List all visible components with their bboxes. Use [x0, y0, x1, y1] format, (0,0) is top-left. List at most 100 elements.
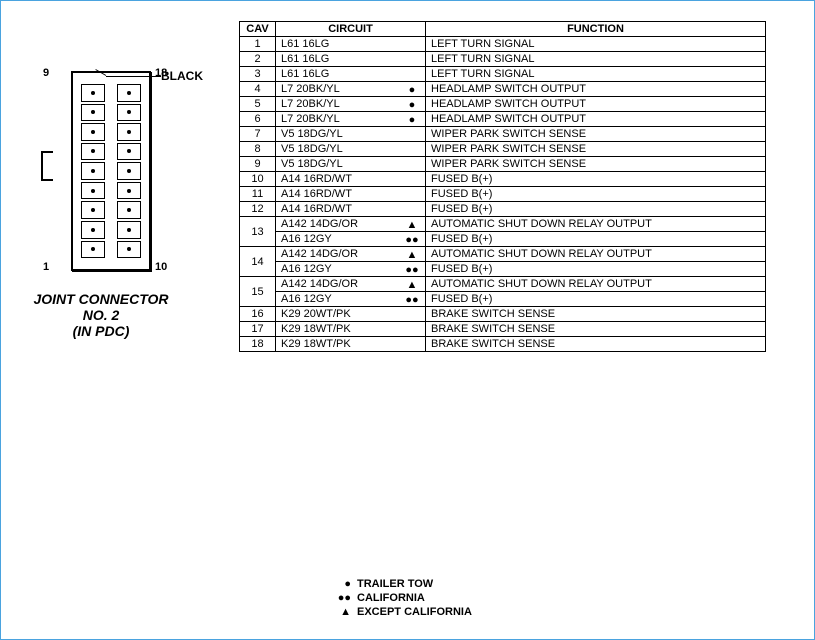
legend-label: EXCEPT CALIFORNIA [357, 605, 472, 619]
pin-cavity [81, 182, 105, 200]
table-row: 12A14 16RD/WTFUSED B(+) [240, 202, 766, 217]
table-row: 8V5 18DG/YLWIPER PARK SWITCH SENSE [240, 142, 766, 157]
connector-outline [71, 71, 151, 271]
table-row: 11A14 16RD/WTFUSED B(+) [240, 187, 766, 202]
cell-cav: 14 [240, 247, 276, 277]
cell-cav: 11 [240, 187, 276, 202]
pin-cavity [81, 221, 105, 239]
cell-cav: 10 [240, 172, 276, 187]
cell-circuit: A14 16RD/WT [276, 202, 426, 217]
pin-label-bottom-right: 10 [155, 261, 167, 273]
table-row: A16 12GY●●FUSED B(+) [240, 262, 766, 277]
cell-cav: 16 [240, 307, 276, 322]
pin-cavity [117, 104, 141, 122]
cell-function: BRAKE SWITCH SENSE [426, 322, 766, 337]
connector-title-line2: NO. 2 [11, 307, 191, 323]
symbol-icon: ▲ [403, 249, 421, 261]
cell-function: LEFT TURN SIGNAL [426, 37, 766, 52]
table-row: 16K29 20WT/PKBRAKE SWITCH SENSE [240, 307, 766, 322]
pin-cavity [81, 123, 105, 141]
legend-item: ●●CALIFORNIA [331, 591, 472, 605]
cell-function: FUSED B(+) [426, 172, 766, 187]
pin-cavity [81, 84, 105, 102]
symbol-icon: ●● [403, 294, 421, 306]
connector-title: JOINT CONNECTOR NO. 2 (IN PDC) [11, 291, 191, 339]
cell-function: HEADLAMP SWITCH OUTPUT [426, 112, 766, 127]
legend-label: TRAILER TOW [357, 577, 433, 591]
cell-circuit: A142 14DG/OR▲ [276, 247, 426, 262]
cell-circuit: A16 12GY●● [276, 262, 426, 277]
cell-cav: 4 [240, 82, 276, 97]
table-row: 6L7 20BK/YL●HEADLAMP SWITCH OUTPUT [240, 112, 766, 127]
cell-cav: 17 [240, 322, 276, 337]
cell-circuit: A142 14DG/OR▲ [276, 277, 426, 292]
symbol-icon: ● [403, 99, 421, 111]
table-body: 1L61 16LGLEFT TURN SIGNAL2L61 16LGLEFT T… [240, 37, 766, 352]
table-row: 17K29 18WT/PKBRAKE SWITCH SENSE [240, 322, 766, 337]
pin-cavity [81, 143, 105, 161]
cell-circuit: A16 12GY●● [276, 232, 426, 247]
table-row: 4L7 20BK/YL●HEADLAMP SWITCH OUTPUT [240, 82, 766, 97]
cell-function: BRAKE SWITCH SENSE [426, 307, 766, 322]
cell-circuit: K29 18WT/PK [276, 337, 426, 352]
cell-circuit: L61 16LG [276, 37, 426, 52]
pin-label-top-left: 9 [43, 67, 49, 79]
cell-cav: 2 [240, 52, 276, 67]
pin-cavity [117, 143, 141, 161]
cell-function: LEFT TURN SIGNAL [426, 67, 766, 82]
connector-tab [41, 151, 53, 181]
pin-cavity [117, 201, 141, 219]
header-circuit: CIRCUIT [276, 22, 426, 37]
table-row: 9V5 18DG/YLWIPER PARK SWITCH SENSE [240, 157, 766, 172]
cell-function: AUTOMATIC SHUT DOWN RELAY OUTPUT [426, 217, 766, 232]
connector-diagram: 9 18 1 10 [51, 71, 171, 281]
cell-function: HEADLAMP SWITCH OUTPUT [426, 97, 766, 112]
header-cav: CAV [240, 22, 276, 37]
cell-cav: 6 [240, 112, 276, 127]
table-row: A16 12GY●●FUSED B(+) [240, 232, 766, 247]
symbol-icon: ● [403, 114, 421, 126]
table-row: A16 12GY●●FUSED B(+) [240, 292, 766, 307]
pin-cavity [81, 201, 105, 219]
pin-label-top-right: 18 [155, 67, 167, 79]
cell-function: FUSED B(+) [426, 187, 766, 202]
cell-cav: 15 [240, 277, 276, 307]
cell-circuit: V5 18DG/YL [276, 142, 426, 157]
header-function: FUNCTION [426, 22, 766, 37]
cell-circuit: V5 18DG/YL [276, 157, 426, 172]
pin-cavity [81, 104, 105, 122]
table-row: 10A14 16RD/WTFUSED B(+) [240, 172, 766, 187]
cell-circuit: L61 16LG [276, 67, 426, 82]
cell-circuit: L7 20BK/YL● [276, 112, 426, 127]
pin-cavity [81, 241, 105, 259]
legend-symbol-icon: ▲ [331, 605, 351, 619]
table-row: 14A142 14DG/OR▲AUTOMATIC SHUT DOWN RELAY… [240, 247, 766, 262]
pin-cavity [117, 162, 141, 180]
cell-circuit: L7 20BK/YL● [276, 97, 426, 112]
cell-circuit: K29 18WT/PK [276, 322, 426, 337]
cell-cav: 5 [240, 97, 276, 112]
cell-function: BRAKE SWITCH SENSE [426, 337, 766, 352]
cell-function: FUSED B(+) [426, 202, 766, 217]
table-header-row: CAV CIRCUIT FUNCTION [240, 22, 766, 37]
cell-function: FUSED B(+) [426, 262, 766, 277]
cell-cav: 1 [240, 37, 276, 52]
cell-circuit: L7 20BK/YL● [276, 82, 426, 97]
connector-title-line1: JOINT CONNECTOR [11, 291, 191, 307]
symbol-icon: ●● [403, 264, 421, 276]
cell-cav: 18 [240, 337, 276, 352]
pin-cavity [117, 241, 141, 259]
cell-function: AUTOMATIC SHUT DOWN RELAY OUTPUT [426, 247, 766, 262]
wiring-table: CAV CIRCUIT FUNCTION 1L61 16LGLEFT TURN … [239, 21, 766, 352]
cell-function: HEADLAMP SWITCH OUTPUT [426, 82, 766, 97]
legend-symbol-icon: ●● [331, 591, 351, 605]
table-row: 18K29 18WT/PKBRAKE SWITCH SENSE [240, 337, 766, 352]
table-row: 1L61 16LGLEFT TURN SIGNAL [240, 37, 766, 52]
cell-circuit: A14 16RD/WT [276, 172, 426, 187]
symbol-icon: ▲ [403, 219, 421, 231]
cell-circuit: V5 18DG/YL [276, 127, 426, 142]
cell-cav: 8 [240, 142, 276, 157]
pin-cavity [117, 221, 141, 239]
pin-label-bottom-left: 1 [43, 261, 49, 273]
cell-circuit: A14 16RD/WT [276, 187, 426, 202]
